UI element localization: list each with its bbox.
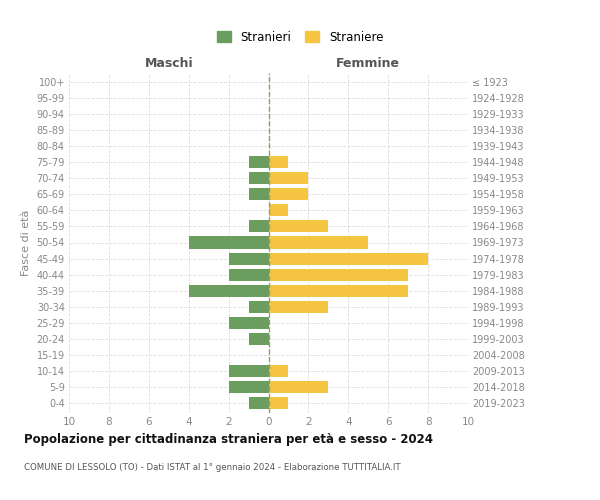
Legend: Stranieri, Straniere: Stranieri, Straniere [212,26,388,48]
Bar [248,188,269,200]
Bar [269,220,328,232]
Bar [188,284,269,296]
Bar [248,172,269,184]
Bar [269,300,328,312]
Text: COMUNE DI LESSOLO (TO) - Dati ISTAT al 1° gennaio 2024 - Elaborazione TUTTITALIA: COMUNE DI LESSOLO (TO) - Dati ISTAT al 1… [24,462,401,471]
Bar [248,332,269,344]
Bar [229,365,269,377]
Y-axis label: Fasce di età: Fasce di età [21,210,31,276]
Text: Maschi: Maschi [145,57,193,70]
Bar [269,188,308,200]
Bar [248,397,269,409]
Bar [188,236,269,248]
Text: Popolazione per cittadinanza straniera per età e sesso - 2024: Popolazione per cittadinanza straniera p… [24,432,433,446]
Bar [269,284,408,296]
Bar [229,316,269,328]
Bar [269,268,408,280]
Bar [229,268,269,280]
Bar [248,156,269,168]
Bar [269,252,428,264]
Bar [248,220,269,232]
Text: Femmine: Femmine [336,57,400,70]
Bar [269,397,289,409]
Bar [269,156,289,168]
Y-axis label: Anni di nascita: Anni di nascita [597,201,600,283]
Bar [269,204,289,216]
Bar [269,172,308,184]
Bar [269,365,289,377]
Bar [269,381,328,393]
Bar [248,300,269,312]
Bar [229,381,269,393]
Bar [229,252,269,264]
Bar [269,236,368,248]
